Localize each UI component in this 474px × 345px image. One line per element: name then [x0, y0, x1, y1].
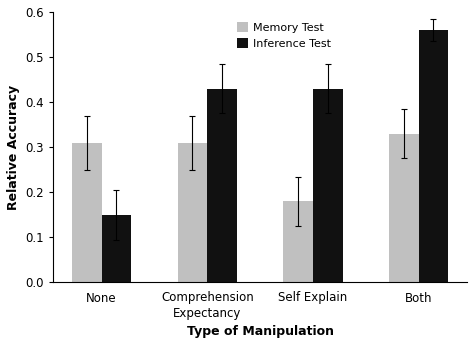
- Bar: [389, 134, 419, 283]
- Bar: [101, 215, 131, 283]
- Bar: [283, 201, 313, 283]
- Legend: Memory Test, Inference Test: Memory Test, Inference Test: [233, 18, 335, 53]
- Bar: [419, 30, 448, 283]
- Bar: [178, 143, 207, 283]
- X-axis label: Type of Manipulation: Type of Manipulation: [187, 325, 334, 338]
- Y-axis label: Relative Accuracy: Relative Accuracy: [7, 85, 20, 210]
- Bar: [313, 89, 343, 283]
- Bar: [207, 89, 237, 283]
- Bar: [72, 143, 101, 283]
